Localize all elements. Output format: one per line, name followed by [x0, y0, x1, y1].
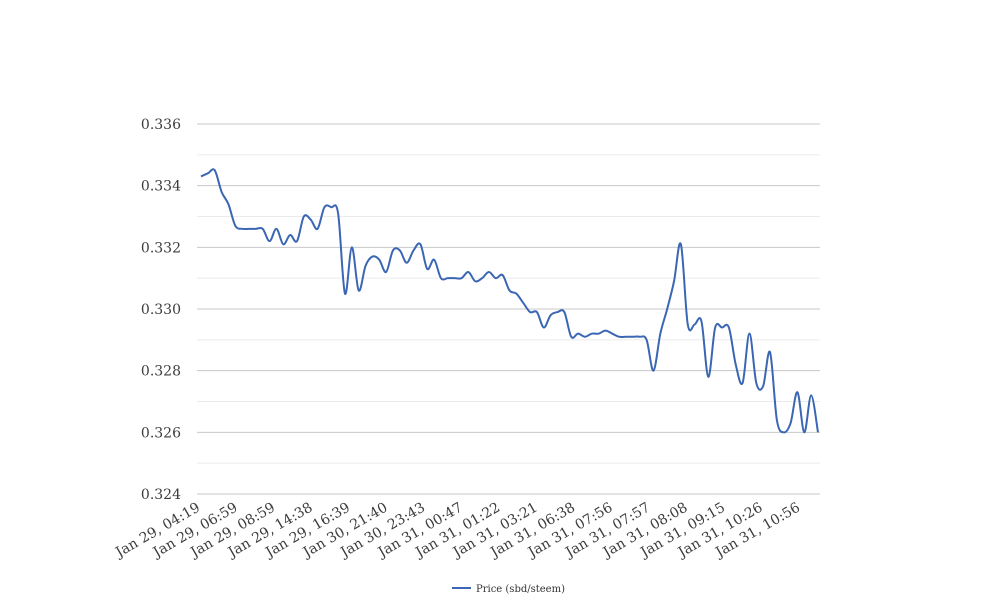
legend: Price (sbd/steem): [452, 584, 565, 595]
series-line-price: [200, 168, 819, 434]
y-tick-label: 0.334: [141, 179, 181, 195]
y-tick-label: 0.332: [141, 240, 181, 256]
series-layer: [200, 168, 819, 434]
y-tick-label: 0.324: [141, 487, 181, 503]
y-tick-label: 0.328: [141, 364, 181, 380]
legend-label-price: Price (sbd/steem): [476, 584, 565, 595]
y-axis: 0.324 0.326 0.328 0.330 0.332 0.334 0.336: [141, 117, 181, 503]
y-tick-label: 0.326: [141, 425, 181, 441]
y-tick-label: 0.330: [141, 302, 181, 318]
y-tick-label: 0.336: [141, 117, 181, 133]
grid-lines: [197, 123, 820, 495]
